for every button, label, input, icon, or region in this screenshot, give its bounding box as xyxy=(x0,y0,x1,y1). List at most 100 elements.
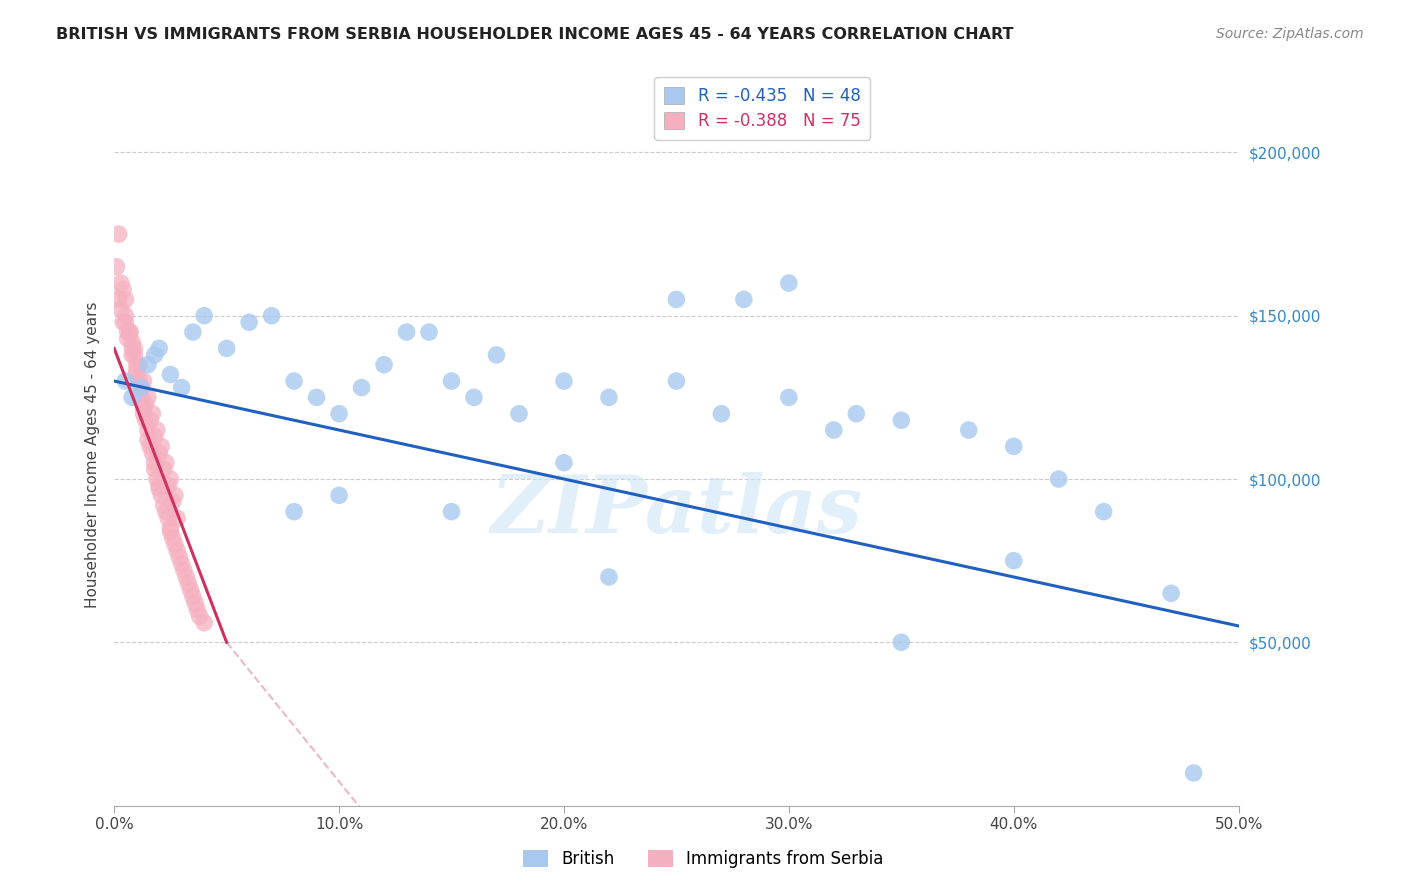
Text: BRITISH VS IMMIGRANTS FROM SERBIA HOUSEHOLDER INCOME AGES 45 - 64 YEARS CORRELAT: BRITISH VS IMMIGRANTS FROM SERBIA HOUSEH… xyxy=(56,27,1014,42)
Point xyxy=(143,462,166,476)
Point xyxy=(125,368,148,382)
Point xyxy=(118,325,141,339)
Text: Source: ZipAtlas.com: Source: ZipAtlas.com xyxy=(1216,27,1364,41)
Point xyxy=(1002,439,1025,453)
Point xyxy=(148,342,170,356)
Point xyxy=(110,302,132,317)
Point xyxy=(146,472,169,486)
Point xyxy=(957,423,980,437)
Point xyxy=(710,407,733,421)
Point xyxy=(141,446,163,460)
Point xyxy=(1002,554,1025,568)
Legend: British, Immigrants from Serbia: British, Immigrants from Serbia xyxy=(516,843,890,875)
Point xyxy=(890,413,912,427)
Point xyxy=(124,348,146,362)
Point xyxy=(125,358,148,372)
Point xyxy=(169,550,191,565)
Point xyxy=(114,315,136,329)
Point xyxy=(173,564,195,578)
Point xyxy=(215,342,238,356)
Point xyxy=(155,456,177,470)
Point xyxy=(238,315,260,329)
Point xyxy=(139,439,162,453)
Point xyxy=(463,390,485,404)
Point xyxy=(136,390,159,404)
Point xyxy=(418,325,440,339)
Point xyxy=(114,293,136,307)
Point xyxy=(181,590,204,604)
Point xyxy=(132,400,155,414)
Point xyxy=(143,456,166,470)
Point xyxy=(135,413,157,427)
Point xyxy=(890,635,912,649)
Point xyxy=(485,348,508,362)
Point xyxy=(665,293,688,307)
Point xyxy=(121,342,143,356)
Point xyxy=(166,511,188,525)
Point xyxy=(157,478,180,492)
Point xyxy=(150,488,173,502)
Point xyxy=(186,602,208,616)
Point xyxy=(148,478,170,492)
Point xyxy=(159,368,181,382)
Point xyxy=(184,596,207,610)
Point xyxy=(117,332,139,346)
Point xyxy=(163,537,186,551)
Point xyxy=(107,293,129,307)
Point xyxy=(598,390,620,404)
Point xyxy=(114,309,136,323)
Point xyxy=(440,505,463,519)
Point xyxy=(166,544,188,558)
Point xyxy=(112,283,135,297)
Point xyxy=(129,380,152,394)
Point xyxy=(180,582,202,597)
Point xyxy=(132,374,155,388)
Point xyxy=(553,374,575,388)
Point xyxy=(121,390,143,404)
Point xyxy=(143,429,166,443)
Point xyxy=(283,505,305,519)
Point xyxy=(139,413,162,427)
Point xyxy=(148,482,170,496)
Legend: R = -0.435   N = 48, R = -0.388   N = 75: R = -0.435 N = 48, R = -0.388 N = 75 xyxy=(654,77,870,140)
Point xyxy=(135,397,157,411)
Point xyxy=(350,380,373,394)
Point xyxy=(1047,472,1070,486)
Point xyxy=(152,498,174,512)
Point xyxy=(159,472,181,486)
Point xyxy=(159,524,181,539)
Point xyxy=(328,407,350,421)
Point xyxy=(136,423,159,437)
Point xyxy=(141,407,163,421)
Point xyxy=(260,309,283,323)
Y-axis label: Householder Income Ages 45 - 64 years: Householder Income Ages 45 - 64 years xyxy=(86,301,100,607)
Point xyxy=(440,374,463,388)
Point xyxy=(143,348,166,362)
Point xyxy=(170,380,193,394)
Point xyxy=(136,358,159,372)
Point xyxy=(174,570,197,584)
Point xyxy=(162,495,184,509)
Point xyxy=(328,488,350,502)
Point xyxy=(128,358,150,372)
Point xyxy=(128,374,150,388)
Point xyxy=(395,325,418,339)
Point xyxy=(553,456,575,470)
Point xyxy=(193,309,215,323)
Point xyxy=(162,531,184,545)
Point xyxy=(129,390,152,404)
Point xyxy=(121,348,143,362)
Point xyxy=(146,423,169,437)
Point xyxy=(283,374,305,388)
Point xyxy=(114,374,136,388)
Point xyxy=(598,570,620,584)
Point xyxy=(117,325,139,339)
Point xyxy=(129,380,152,394)
Point xyxy=(121,334,143,349)
Point xyxy=(778,276,800,290)
Point xyxy=(136,433,159,447)
Point xyxy=(124,342,146,356)
Point xyxy=(193,615,215,630)
Point xyxy=(373,358,395,372)
Point xyxy=(823,423,845,437)
